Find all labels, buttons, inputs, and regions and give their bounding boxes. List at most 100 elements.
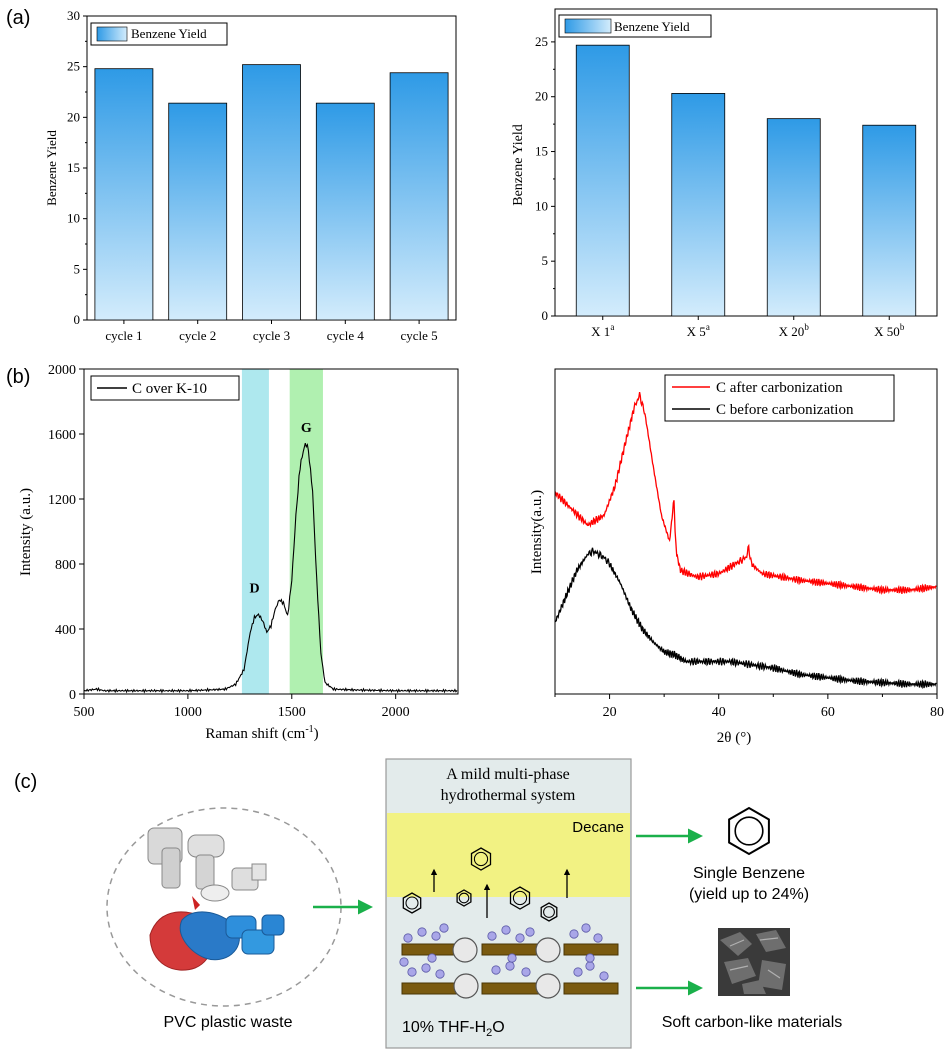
x-tick-label: 80: [930, 705, 944, 720]
pvc-waste-circle: [106, 807, 342, 1007]
x-tick-label: cycle 4: [327, 328, 365, 343]
legend-swatch: [564, 18, 612, 34]
carbon-label: Soft carbon-like materials: [662, 1014, 843, 1031]
x-tick-label: 20: [603, 705, 617, 720]
benzene-ring-icon: [540, 902, 558, 922]
panel-label-b: (b): [6, 366, 30, 388]
solvent-molecule: [487, 931, 497, 941]
chart-cycles: 0 5 10 15 20 25 30 cycle 1 cycle 2 cycle 3 cycle …: [44, 8, 457, 343]
y-tick-label: 5: [74, 261, 81, 276]
x-tick-label: 40: [712, 705, 726, 720]
solvent-molecule: [421, 963, 431, 973]
bar: [242, 64, 301, 321]
solvent-molecule: [491, 965, 501, 975]
clay-sheet: [563, 943, 619, 956]
legend-swatch: [96, 26, 128, 42]
legend-box: [664, 374, 895, 422]
solvent-molecule: [569, 929, 579, 939]
solvent-molecule: [399, 957, 409, 967]
benzene-ring-icon: [456, 889, 472, 907]
clay-sheet: [481, 982, 541, 995]
chart-xrd: 20 40 60 80 Intensity(a.u.) 2θ (°) C after …: [529, 368, 944, 746]
solvent-molecule: [501, 925, 511, 935]
legend-label: Benzene Yield: [131, 26, 207, 41]
y-tick-label: 2000: [48, 363, 76, 378]
solvent-molecule: [521, 967, 531, 977]
y-tick-label: 10: [535, 198, 548, 213]
y-axis-label: Benzene Yield: [44, 130, 59, 206]
solvent-molecule: [573, 967, 583, 977]
plot-frame: [554, 8, 938, 317]
y-tick-label: 25: [67, 59, 80, 74]
bar: [575, 44, 630, 317]
benzene-ring-icon: [470, 847, 492, 871]
legend-label: Benzene Yield: [614, 19, 690, 34]
panel-label-c: (c): [14, 771, 37, 793]
series-line-c-over-k10: [84, 442, 458, 694]
bar: [315, 102, 375, 321]
x-tick-label: X 5a: [687, 322, 710, 339]
pvc-blue-waste-icon: [179, 911, 285, 961]
y-axis-label: Benzene Yield: [511, 124, 526, 206]
y-tick-label: 0: [542, 308, 549, 323]
benzene-structure-icon: [728, 806, 770, 856]
clay-sheet: [563, 982, 619, 995]
y-tick-label: 25: [535, 34, 548, 49]
solvent-molecule: [585, 961, 595, 971]
clay-layers: [399, 923, 619, 999]
pillar-particle: [535, 973, 561, 999]
panel-label-a: (a): [6, 7, 30, 29]
y-tick-label: 0: [74, 312, 81, 327]
y-tick-label: 30: [67, 8, 80, 23]
y-tick-label: 20: [67, 109, 80, 124]
pillar-particle: [453, 973, 479, 999]
y-tick-label: 1600: [48, 428, 76, 443]
solvent-molecule: [427, 953, 437, 963]
x-tick-label: 1000: [174, 705, 202, 720]
process-diagram: PVC plastic waste A mild multi-phase hyd…: [106, 758, 843, 1049]
x-tick-label: 2000: [382, 705, 410, 720]
y-tick-label: 800: [55, 558, 76, 573]
series-line-before: [555, 547, 937, 690]
legend-label: C over K-10: [132, 381, 207, 397]
clay-sheet: [401, 982, 457, 995]
benzene-ring-icon: [402, 892, 422, 914]
solvent-molecule: [599, 971, 609, 981]
band-label-d: D: [249, 581, 259, 596]
y-tick-label: 1200: [48, 493, 76, 508]
legend-label-before: C before carbonization: [716, 402, 854, 418]
x-tick-label: cycle 3: [253, 328, 290, 343]
bar: [389, 72, 449, 321]
legend-label-after: C after carbonization: [716, 380, 843, 396]
benzene-molecules: [402, 847, 558, 922]
x-tick-label: X 50b: [874, 322, 905, 339]
solvent-molecule: [407, 967, 417, 977]
x-axis-label: Raman shift (cm-1): [205, 724, 318, 742]
x-tick-label: 1500: [278, 705, 306, 720]
benzene-label-2: (yield up to 24%): [689, 886, 809, 903]
bar: [94, 68, 154, 321]
solvent-molecule: [593, 933, 603, 943]
x-tick-label: X 20b: [779, 322, 810, 339]
y-tick-label: 15: [535, 144, 548, 159]
solvent-molecule: [525, 927, 535, 937]
y-tick-label: 15: [67, 160, 80, 175]
x-axis-label: 2θ (°): [717, 730, 751, 746]
bar: [862, 124, 917, 317]
x-tick-label: 60: [821, 705, 835, 720]
solvent-molecule: [581, 923, 591, 933]
solvent-label: 10% THF-H2O: [402, 1019, 505, 1039]
decane-layer: [387, 813, 630, 897]
benzene-label-1: Single Benzene: [693, 865, 805, 882]
plot-frame: [554, 368, 938, 695]
solvent-molecule: [439, 923, 449, 933]
plot-frame: [83, 368, 459, 695]
x-tick-label: cycle 2: [179, 328, 216, 343]
reactor-box: [385, 758, 632, 1049]
x-tick-label: cycle 5: [401, 328, 438, 343]
y-tick-label: 20: [535, 89, 548, 104]
benzene-ring-icon: [509, 886, 531, 910]
